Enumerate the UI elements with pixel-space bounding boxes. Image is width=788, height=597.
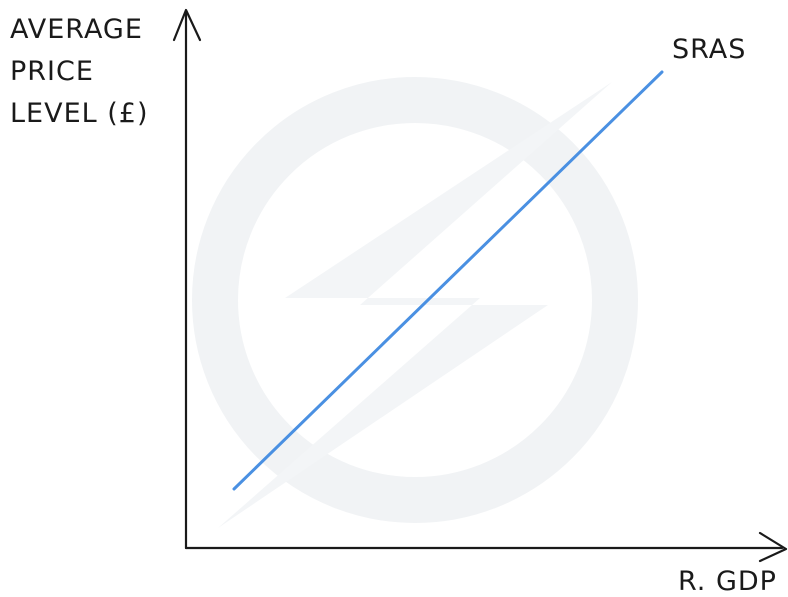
x-axis-label: R. GDP	[678, 566, 777, 597]
y-axis-arrowhead	[172, 8, 202, 42]
x-axis-arrowhead	[758, 531, 788, 563]
y-axis-label-line-1: AVERAGE	[10, 14, 143, 45]
sras-curve	[232, 70, 664, 491]
y-axis-label-line-3: LEVEL (£)	[10, 98, 149, 129]
sras-curve-label: SRAS	[672, 34, 746, 65]
axes	[172, 8, 788, 563]
y-axis-label-line-2: PRICE	[10, 56, 94, 87]
watermark-logo	[192, 77, 638, 528]
